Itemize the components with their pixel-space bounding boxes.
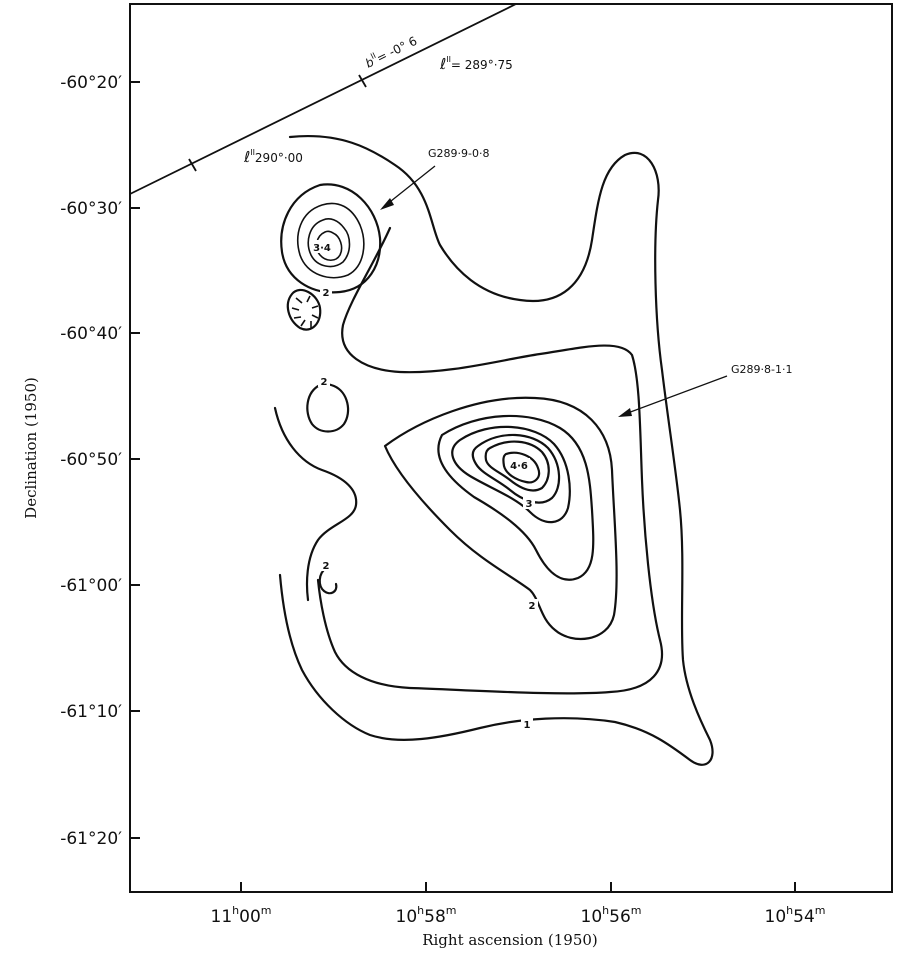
y-tick-label: -60°50′ [60, 450, 122, 470]
contour-label-2: 2 [529, 601, 536, 612]
contours [273, 135, 714, 766]
contour-level-3 [451, 425, 571, 524]
y-axis-title: Declination (1950) [22, 377, 40, 519]
contour-level-2-west [273, 406, 358, 602]
source-label-north: G289·9-0·8 [428, 147, 489, 160]
galactic-line [129, 3, 517, 195]
galactic-longitude-label-a: ℓII= 289°·75 [439, 55, 513, 73]
contour-level-4-inner [502, 451, 541, 484]
x-tick-label: 10h58m [396, 904, 457, 927]
x-tick-label: 10h56m [581, 904, 642, 927]
x-axis-title: Right ascension (1950) [422, 931, 598, 949]
x-tick-label: 10h54m [765, 904, 826, 927]
contour-level-2-north-inner-b [307, 218, 351, 268]
contour-level-2-south [383, 396, 618, 641]
contour-level-1 [278, 135, 714, 766]
x-axis: 11h00m 10h58m 10h56m 10h54m Right ascens… [211, 882, 826, 949]
source-label-south: G289·8-1·1 [731, 363, 792, 376]
contour-depression [286, 288, 322, 331]
galactic-latitude-line: bII= -0° 6 ℓII= 289°·75 ℓII290°·00 [129, 3, 517, 195]
contour-level-2-north [280, 183, 382, 294]
contour-labels: 3·4 4·6 3 2 2 2 2 1 [311, 240, 538, 731]
y-tick-label: -60°40′ [60, 324, 122, 344]
contour-level-2-north-inner-a [297, 202, 365, 279]
contour-level-2-main [316, 226, 664, 695]
contour-level-2-small-b [318, 566, 338, 595]
plot-frame [129, 3, 893, 893]
contour-label-2: 2 [323, 288, 330, 299]
galactic-longitude-label-b: ℓII290°·00 [243, 148, 303, 166]
depression-hatching [291, 295, 319, 328]
contour-label-peak-south: 4·6 [510, 461, 528, 472]
contour-level-2-small-a [306, 382, 350, 433]
contour-level-3-outer [437, 414, 595, 581]
galactic-line-tick [358, 74, 367, 88]
arrow-north [385, 165, 436, 206]
arrowhead-south [618, 408, 632, 417]
contour-label-1: 1 [524, 720, 531, 731]
x-tick-label: 11h00m [211, 904, 272, 927]
contour-label-peak-north: 3·4 [313, 243, 331, 254]
arrow-south [624, 375, 728, 415]
y-tick-label: -61°00′ [60, 576, 122, 596]
y-axis: -60°20′ -60°30′ -60°40′ -60°50′ -61°00′ … [22, 73, 140, 849]
contour-label-2: 2 [323, 561, 330, 572]
source-annotations: G289·9-0·8 G289·8-1·1 [380, 147, 792, 417]
contour-label-3: 3 [526, 499, 533, 510]
y-tick-label: -60°30′ [60, 199, 122, 219]
contour-level-4-outer [471, 433, 561, 504]
y-tick-label: -61°10′ [60, 702, 122, 722]
arrowhead-north [380, 198, 394, 210]
contour-level-4 [484, 440, 550, 492]
y-tick-label: -61°20′ [60, 829, 122, 849]
contour-label-2: 2 [321, 377, 328, 388]
y-tick-label: -60°20′ [60, 73, 122, 93]
galactic-line-tick [188, 158, 197, 172]
